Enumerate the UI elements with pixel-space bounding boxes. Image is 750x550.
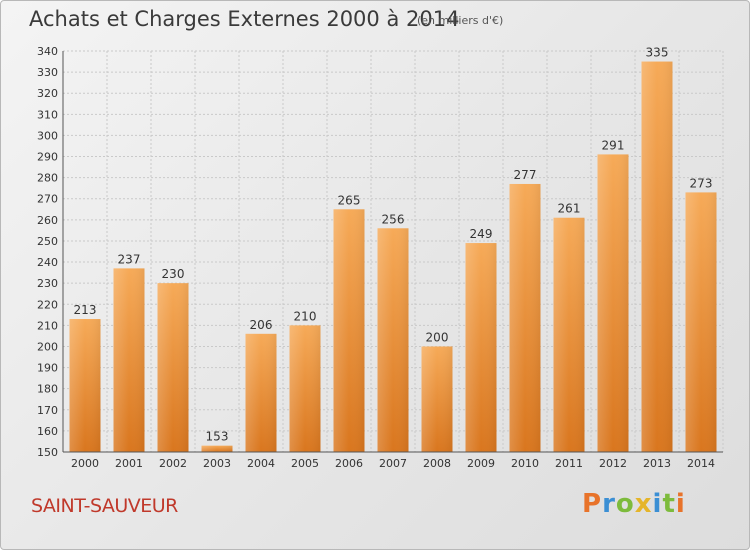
data-label: 277 bbox=[514, 168, 537, 182]
bar-shine bbox=[157, 283, 189, 452]
y-tick-label: 320 bbox=[37, 87, 58, 100]
y-tick-label: 340 bbox=[37, 45, 58, 58]
data-label: 273 bbox=[690, 176, 713, 190]
chart-title: Achats et Charges Externes 2000 à 2014 bbox=[29, 7, 460, 31]
x-tick-label: 2003 bbox=[203, 457, 231, 470]
bar-shine bbox=[69, 319, 101, 452]
data-label: 153 bbox=[206, 430, 229, 444]
y-tick-label: 250 bbox=[37, 235, 58, 248]
data-label: 335 bbox=[646, 46, 669, 60]
y-tick-label: 160 bbox=[37, 425, 58, 438]
data-label: 237 bbox=[118, 252, 141, 266]
x-tick-label: 2008 bbox=[423, 457, 451, 470]
data-label: 210 bbox=[294, 309, 317, 323]
y-tick-label: 330 bbox=[37, 66, 58, 79]
bar-shine bbox=[377, 228, 409, 452]
x-tick-label: 2010 bbox=[511, 457, 539, 470]
bar-shine bbox=[509, 183, 541, 452]
data-label: 200 bbox=[426, 330, 449, 344]
x-tick-label: 2011 bbox=[555, 457, 583, 470]
data-label: 213 bbox=[74, 303, 97, 317]
logo-letter: x bbox=[634, 489, 653, 519]
bar-shine bbox=[113, 268, 145, 452]
y-tick-label: 190 bbox=[37, 362, 58, 375]
bar-shine bbox=[289, 325, 321, 452]
y-tick-label: 300 bbox=[37, 129, 58, 142]
y-tick-label: 260 bbox=[37, 214, 58, 227]
data-label: 261 bbox=[558, 202, 581, 216]
y-tick-label: 150 bbox=[37, 446, 58, 459]
y-tick-label: 280 bbox=[37, 172, 58, 185]
x-tick-label: 2006 bbox=[335, 457, 363, 470]
x-tick-label: 2002 bbox=[159, 457, 187, 470]
x-tick-label: 2001 bbox=[115, 457, 143, 470]
y-tick-label: 170 bbox=[37, 404, 58, 417]
data-label: 249 bbox=[470, 227, 493, 241]
bar-shine bbox=[333, 209, 365, 452]
bar-shine bbox=[245, 333, 277, 452]
x-tick-label: 2004 bbox=[247, 457, 275, 470]
x-tick-label: 2013 bbox=[643, 457, 671, 470]
logo-letter: o bbox=[615, 489, 635, 519]
data-label: 291 bbox=[602, 138, 625, 152]
bar-shine bbox=[553, 217, 585, 452]
data-labels: 213 237 230 153 206 210 265 256 200 249 277 261 291 3… bbox=[74, 46, 713, 444]
data-label: 256 bbox=[382, 212, 405, 226]
logo-letter: P bbox=[582, 489, 603, 519]
y-tick-label: 180 bbox=[37, 383, 58, 396]
bar-shine bbox=[421, 346, 453, 452]
bar-shine bbox=[465, 243, 497, 452]
bar-shine bbox=[641, 61, 673, 452]
data-label: 230 bbox=[162, 267, 185, 281]
bar-shine bbox=[685, 192, 717, 452]
data-label: 206 bbox=[250, 318, 273, 332]
y-tick-label: 220 bbox=[37, 298, 58, 311]
proxiti-logo: Proxiti bbox=[582, 489, 686, 519]
x-tick-label: 2014 bbox=[687, 457, 715, 470]
data-label: 265 bbox=[338, 193, 361, 207]
x-tick-label: 2012 bbox=[599, 457, 627, 470]
logo-letter: r bbox=[602, 489, 616, 519]
y-tick-label: 310 bbox=[37, 108, 58, 121]
x-tick-label: 2000 bbox=[71, 457, 99, 470]
commune-name: SAINT-SAUVEUR bbox=[31, 495, 178, 517]
bar-shine bbox=[201, 445, 233, 452]
y-tick-label: 270 bbox=[37, 193, 58, 206]
y-tick-label: 210 bbox=[37, 319, 58, 332]
bar-shine bbox=[597, 154, 629, 453]
y-tick-label: 230 bbox=[37, 277, 58, 290]
logo-letter: i bbox=[675, 489, 686, 519]
bars bbox=[69, 61, 717, 453]
y-tick-label: 240 bbox=[37, 256, 58, 269]
x-tick-label: 2007 bbox=[379, 457, 407, 470]
axes: 150 160 170 180 190 200 210 220 230 240 250 260 270 2… bbox=[37, 45, 723, 470]
logo-letter: i bbox=[652, 489, 663, 519]
x-tick-label: 2009 bbox=[467, 457, 495, 470]
y-tick-label: 200 bbox=[37, 340, 58, 353]
logo-letter: t bbox=[662, 489, 676, 519]
x-tick-label: 2005 bbox=[291, 457, 319, 470]
chart-subtitle: (en milliers d'€) bbox=[417, 14, 504, 27]
y-tick-label: 290 bbox=[37, 151, 58, 164]
